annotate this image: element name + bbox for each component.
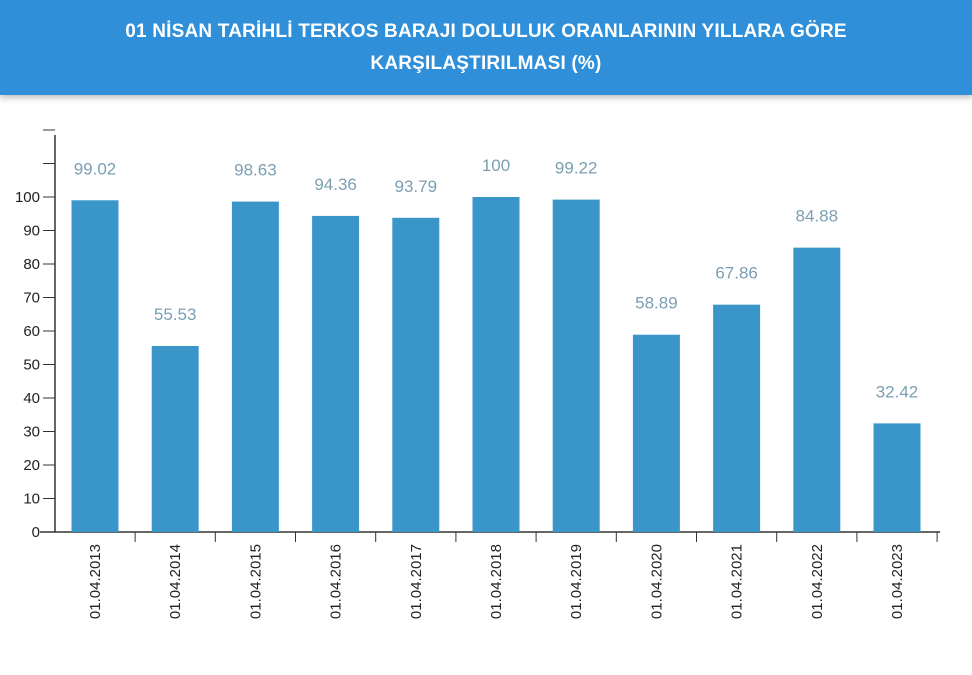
y-tick-label: 40 — [23, 390, 40, 407]
bar — [312, 215, 360, 533]
value-labels: 99.02 55.53 98.63 94.36 93.79 100 99.22 58.89 67… — [74, 156, 919, 401]
x-axis-labels: 01.04.2013 01.04.2014 01.04.2015 01.04.2016… — [87, 544, 906, 619]
y-tick-label: 10 — [23, 491, 40, 508]
x-tick-label: 01.04.2015 — [247, 544, 264, 619]
x-tick-label: 01.04.2020 — [648, 544, 665, 619]
x-tick-label: 01.04.2023 — [889, 544, 906, 619]
y-tick-label: 50 — [23, 357, 40, 374]
x-tick-label: 01.04.2013 — [87, 544, 104, 619]
bar — [713, 304, 761, 532]
value-label: 98.63 — [234, 161, 277, 180]
chart-title-line-1: 01 NİSAN TARİHLİ TERKOS BARAJI DOLULUK O… — [125, 20, 847, 42]
y-tick-label: 80 — [23, 256, 40, 273]
y-tick-label: 60 — [23, 323, 40, 340]
value-label: 99.02 — [74, 159, 117, 178]
value-label: 100 — [482, 156, 510, 175]
x-tick-label: 01.04.2017 — [408, 544, 425, 619]
bar-chart: 0 10 20 30 40 50 60 70 80 90 100 99.02 55.53 98.63 94… — [15, 129, 940, 619]
y-tick-label: 70 — [23, 290, 40, 307]
y-tick-label: 30 — [23, 424, 40, 441]
value-label: 67.86 — [715, 264, 758, 283]
bar — [793, 247, 841, 533]
y-tick-label: 90 — [23, 223, 40, 240]
bar — [552, 199, 600, 532]
chart-title-line-2: KARŞILAŞTIRILMASI (%) — [370, 52, 602, 74]
y-tick-label: 100 — [15, 189, 40, 206]
value-label: 58.89 — [635, 294, 678, 313]
bars — [71, 197, 921, 533]
value-label: 84.88 — [796, 207, 839, 226]
y-tick-label: 0 — [32, 524, 40, 541]
y-tick-label: 20 — [23, 457, 40, 474]
value-label: 94.36 — [314, 175, 357, 194]
bar — [632, 334, 680, 532]
value-label: 55.53 — [154, 305, 197, 324]
bar — [71, 200, 119, 532]
x-tick-label: 01.04.2019 — [568, 544, 585, 619]
x-tick-label: 01.04.2021 — [729, 544, 746, 619]
value-label: 32.42 — [876, 382, 919, 401]
value-label: 99.22 — [555, 159, 598, 178]
chart-header: 01 NİSAN TARİHLİ TERKOS BARAJI DOLULUK O… — [0, 0, 972, 95]
value-label: 93.79 — [395, 177, 438, 196]
y-axis-ticks: 0 10 20 30 40 50 60 70 80 90 100 — [15, 129, 55, 541]
bar — [151, 345, 199, 532]
bar — [873, 423, 921, 532]
x-tick-label: 01.04.2022 — [809, 544, 826, 619]
bar — [472, 197, 520, 532]
x-tick-label: 01.04.2014 — [167, 544, 184, 619]
x-tick-label: 01.04.2016 — [328, 544, 345, 619]
bar — [392, 217, 440, 532]
bar — [231, 201, 279, 532]
x-tick-label: 01.04.2018 — [488, 544, 505, 619]
